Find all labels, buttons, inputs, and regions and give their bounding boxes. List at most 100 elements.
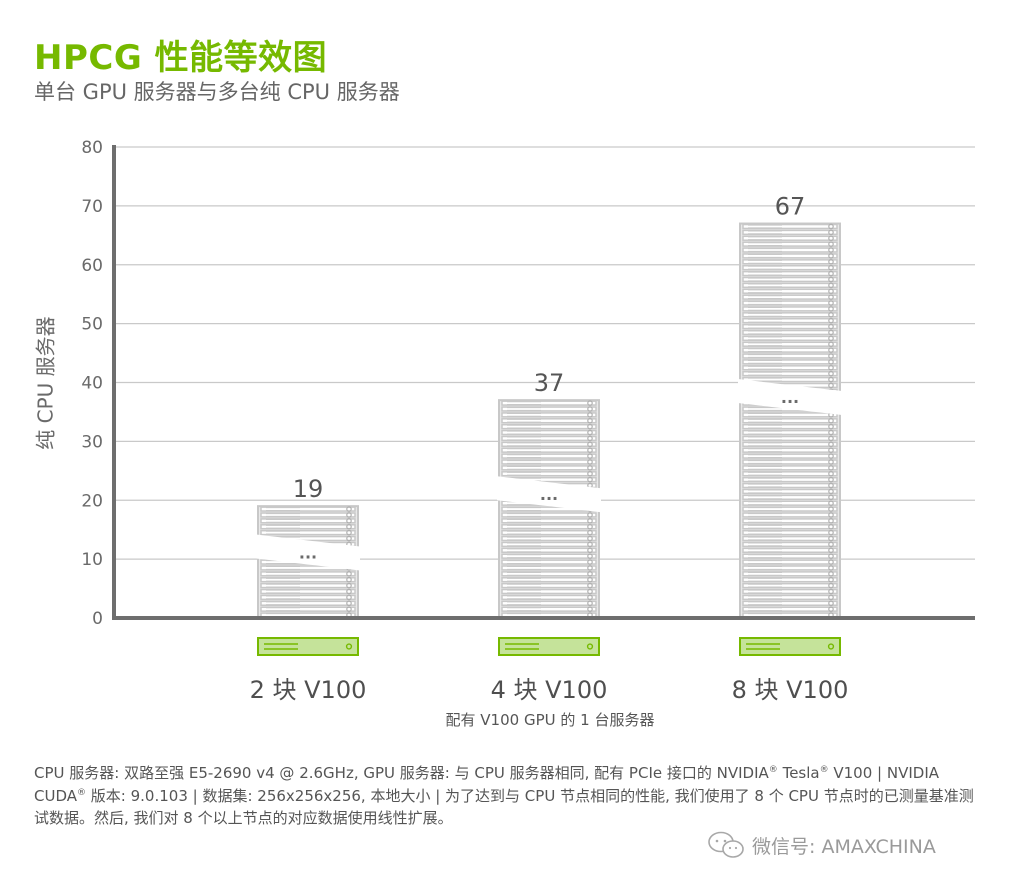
server-unit bbox=[742, 494, 838, 500]
server-led bbox=[828, 294, 834, 300]
server-unit bbox=[742, 329, 838, 336]
server-led bbox=[587, 429, 593, 436]
server-led bbox=[828, 470, 834, 477]
server-unit bbox=[501, 571, 597, 577]
server-led bbox=[828, 529, 834, 536]
server-unit bbox=[742, 606, 838, 612]
server-unit bbox=[742, 235, 838, 241]
server-unit bbox=[742, 465, 838, 471]
server-led bbox=[587, 406, 593, 412]
server-unit bbox=[501, 429, 597, 436]
server-led bbox=[828, 282, 834, 289]
server-led bbox=[828, 459, 834, 465]
server-led bbox=[828, 582, 834, 589]
server-unit bbox=[742, 317, 838, 324]
server-unit bbox=[742, 506, 838, 512]
server-led bbox=[828, 300, 834, 306]
server-unit bbox=[742, 441, 838, 448]
server-unit bbox=[742, 535, 838, 542]
server-unit bbox=[742, 600, 838, 606]
server-led bbox=[587, 512, 593, 518]
server-led bbox=[828, 276, 834, 283]
server-led bbox=[587, 535, 593, 542]
server-unit bbox=[742, 524, 838, 530]
server-led bbox=[828, 559, 834, 565]
server-unit bbox=[501, 406, 597, 412]
server-led bbox=[828, 547, 834, 554]
server-unit bbox=[742, 553, 838, 559]
server-led bbox=[828, 235, 834, 242]
server-led bbox=[828, 476, 834, 483]
server-led bbox=[828, 364, 834, 371]
server-led bbox=[587, 523, 593, 530]
server-unit bbox=[742, 447, 838, 453]
server-led bbox=[587, 594, 593, 601]
server-led bbox=[587, 400, 593, 406]
server-unit bbox=[742, 429, 838, 436]
server-unit bbox=[742, 312, 838, 318]
server-led bbox=[828, 306, 834, 312]
server-unit bbox=[501, 577, 597, 583]
server-unit bbox=[260, 582, 356, 589]
server-led bbox=[587, 412, 593, 418]
server-led bbox=[346, 512, 352, 518]
server-unit bbox=[742, 482, 838, 489]
server-led bbox=[828, 594, 834, 601]
server-led bbox=[828, 429, 834, 436]
server-unit bbox=[742, 247, 838, 253]
server-unit bbox=[260, 588, 356, 595]
server-unit bbox=[742, 270, 838, 277]
server-led bbox=[587, 459, 593, 465]
break-band bbox=[738, 379, 842, 416]
server-led bbox=[828, 441, 834, 448]
server-unit bbox=[742, 300, 838, 306]
server-led bbox=[828, 565, 834, 571]
bar: ... 37 bbox=[497, 369, 601, 656]
server-led bbox=[828, 223, 834, 230]
server-unit bbox=[260, 594, 356, 601]
server-unit bbox=[501, 447, 597, 453]
server-unit bbox=[742, 488, 838, 495]
footnote-text: 版本: 9.0.103 | 数据集: 256x256x256, 本地大小 | 为… bbox=[34, 786, 974, 828]
server-unit bbox=[742, 565, 838, 571]
data-label: 67 bbox=[775, 193, 806, 221]
server-led bbox=[587, 465, 593, 471]
watermark: 微信号: AMAXCHINA bbox=[706, 830, 936, 860]
y-tick-label: 30 bbox=[81, 432, 103, 452]
server-led bbox=[828, 359, 834, 365]
y-tick-label: 20 bbox=[81, 491, 103, 511]
server-led bbox=[346, 529, 352, 536]
x-tick-label: 4 块 V100 bbox=[490, 676, 608, 704]
server-led bbox=[828, 311, 834, 318]
server-unit bbox=[501, 535, 597, 542]
server-led bbox=[828, 376, 834, 383]
server-unit bbox=[742, 265, 838, 271]
server-unit bbox=[501, 529, 597, 536]
server-led bbox=[346, 506, 352, 512]
server-unit bbox=[742, 435, 838, 442]
server-unit bbox=[501, 565, 597, 571]
y-tick-label: 80 bbox=[81, 138, 103, 158]
gpu-server-led bbox=[586, 643, 594, 650]
server-led bbox=[828, 370, 834, 377]
chart-title: HPCG 性能等效图 bbox=[34, 38, 328, 78]
server-unit bbox=[742, 423, 838, 430]
server-led bbox=[828, 347, 834, 353]
server-unit bbox=[742, 253, 838, 259]
server-unit bbox=[742, 306, 838, 312]
gpu-server-icon bbox=[498, 637, 600, 656]
server-led bbox=[828, 535, 834, 542]
server-unit bbox=[501, 606, 597, 612]
server-led bbox=[828, 606, 834, 612]
footnote-text: Tesla bbox=[782, 764, 820, 782]
server-unit bbox=[742, 276, 838, 283]
server-unit bbox=[742, 453, 838, 459]
server-led bbox=[587, 559, 593, 565]
server-led bbox=[828, 329, 834, 336]
y-tick-label: 0 bbox=[92, 609, 103, 629]
server-led bbox=[587, 547, 593, 554]
server-unit bbox=[501, 465, 597, 471]
server-led bbox=[828, 523, 834, 530]
server-led bbox=[828, 253, 834, 259]
break-marker: ... bbox=[540, 485, 558, 504]
